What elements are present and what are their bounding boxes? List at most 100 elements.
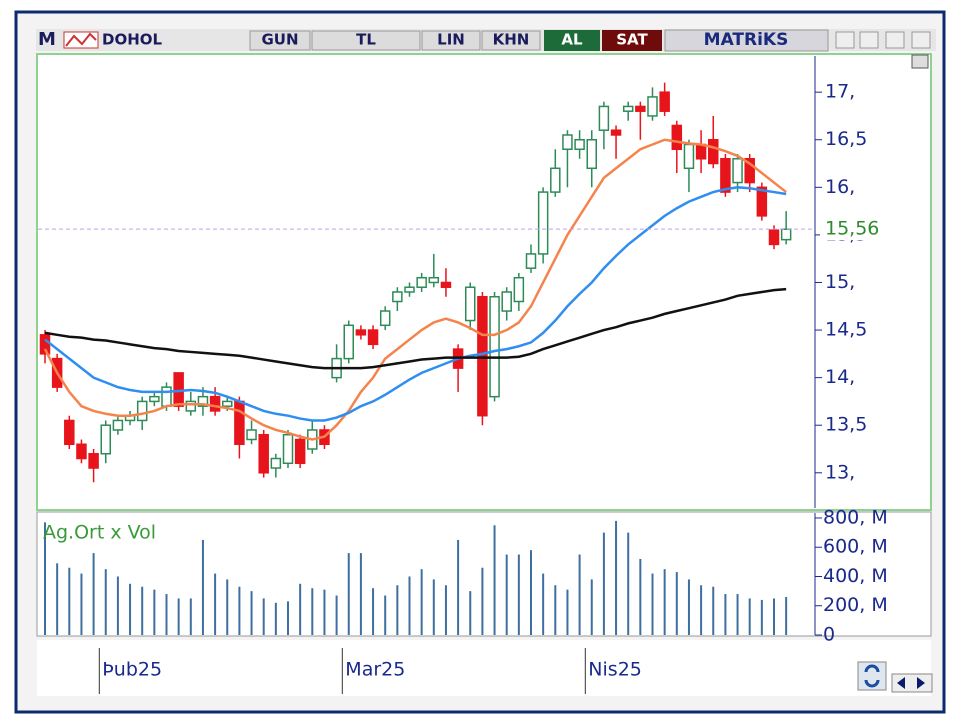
- volume-bar: [493, 525, 496, 635]
- button-label[interactable]: GUN: [261, 31, 298, 49]
- symbol-icon[interactable]: [63, 31, 99, 49]
- button-label[interactable]: KHN: [493, 31, 530, 49]
- volume-bar: [542, 573, 545, 635]
- volume-bar: [408, 576, 411, 635]
- last-price-label: 15,56: [825, 218, 879, 240]
- price-panel: [36, 53, 932, 511]
- volume-bar: [153, 589, 156, 635]
- candle-body: [428, 276, 440, 284]
- logo: M: [38, 29, 56, 50]
- candle-body: [647, 96, 658, 117]
- candle-body: [501, 291, 512, 312]
- candle-body: [586, 138, 597, 170]
- candle-body: [708, 138, 719, 165]
- candle-body: [209, 395, 221, 412]
- window-button[interactable]: [835, 31, 855, 49]
- candle-body: [671, 124, 683, 151]
- candle-body: [270, 457, 282, 469]
- refresh-icon: [864, 664, 880, 688]
- candle-body: [367, 329, 379, 346]
- volume-bar: [724, 594, 727, 635]
- volume-bar: [396, 585, 399, 635]
- button-frame[interactable]: [481, 30, 541, 51]
- volume-bar: [104, 569, 107, 635]
- candle-body: [185, 400, 197, 412]
- volume-bar: [517, 554, 520, 635]
- volume-bar: [129, 583, 132, 635]
- panel-button[interactable]: [911, 54, 929, 69]
- candle-body: [404, 286, 415, 293]
- volume-bar: [687, 579, 690, 635]
- window-button[interactable]: [911, 31, 931, 49]
- candle-body: [197, 395, 209, 407]
- volume-bar: [530, 550, 532, 635]
- volume-bar: [372, 588, 375, 635]
- button-frame[interactable]: [311, 30, 421, 51]
- y-tick-label: 13,5: [825, 414, 867, 436]
- volume-bar: [432, 579, 435, 635]
- y-tick-label: 600, M: [823, 536, 888, 558]
- volume-bar: [116, 576, 119, 635]
- brand-box: [664, 29, 829, 52]
- candle-body: [282, 433, 294, 465]
- y-tick-label: 400, M: [823, 565, 888, 587]
- sell-button[interactable]: [602, 30, 662, 51]
- volume-bar: [578, 554, 581, 635]
- volume-bar: [201, 539, 204, 635]
- buy-label[interactable]: AL: [561, 31, 583, 49]
- x-tick-label: Mar25: [345, 659, 405, 681]
- date-panel: [37, 640, 931, 696]
- y-tick-label: 14,: [825, 366, 855, 388]
- volume-bar: [311, 588, 314, 635]
- volume-bar: [736, 594, 739, 635]
- candle-body: [695, 143, 707, 160]
- button-label[interactable]: TL: [356, 31, 376, 49]
- volume-bar: [760, 599, 763, 635]
- volume-bar: [323, 589, 326, 635]
- y-tick-label: 800, M: [823, 506, 888, 528]
- candle-body: [416, 276, 427, 288]
- volume-bar: [238, 586, 241, 635]
- window-button[interactable]: [885, 31, 905, 49]
- x-tick-label: Nis25: [588, 659, 642, 681]
- candle-body: [525, 253, 537, 269]
- candle-body: [610, 129, 622, 136]
- symbol-icon-graph: [65, 32, 97, 47]
- candle-body: [112, 419, 124, 431]
- volume-bar: [590, 579, 593, 635]
- y-tick-label: 0: [823, 624, 835, 646]
- volume-bar: [627, 532, 630, 635]
- volume-bar: [262, 598, 265, 635]
- volume-bar: [177, 598, 180, 635]
- volume-bar: [712, 586, 715, 635]
- button-frame[interactable]: [421, 30, 481, 51]
- window-button[interactable]: [859, 31, 879, 49]
- y-tick-label: 14,5: [825, 319, 867, 341]
- candle-body: [343, 324, 354, 360]
- y-tick-label: 17,: [825, 81, 855, 103]
- volume-bar: [457, 539, 460, 635]
- buy-button[interactable]: [544, 30, 600, 51]
- candle-body: [161, 386, 172, 407]
- candle-body: [477, 295, 488, 417]
- volume-bar: [700, 585, 703, 635]
- volume-bar: [748, 598, 751, 635]
- volume-bar: [469, 591, 472, 635]
- y-tick-label: 16,5: [825, 128, 867, 150]
- moving-average-line: [43, 138, 787, 441]
- symbol[interactable]: DOHOL: [102, 31, 163, 49]
- volume-bar: [773, 598, 775, 635]
- volume-bar: [274, 602, 277, 635]
- candle-body: [294, 438, 306, 465]
- sell-label[interactable]: SAT: [616, 31, 648, 49]
- volume-bar: [615, 520, 618, 635]
- volume-bar: [675, 572, 678, 635]
- volume-bar: [189, 598, 192, 635]
- button-label[interactable]: LIN: [437, 31, 465, 49]
- button-frame[interactable]: [249, 30, 311, 51]
- y-tick-label: 16,: [825, 176, 855, 198]
- volume-bar: [663, 569, 666, 635]
- candle-body: [489, 295, 500, 398]
- scroll-buttons[interactable]: [891, 673, 933, 693]
